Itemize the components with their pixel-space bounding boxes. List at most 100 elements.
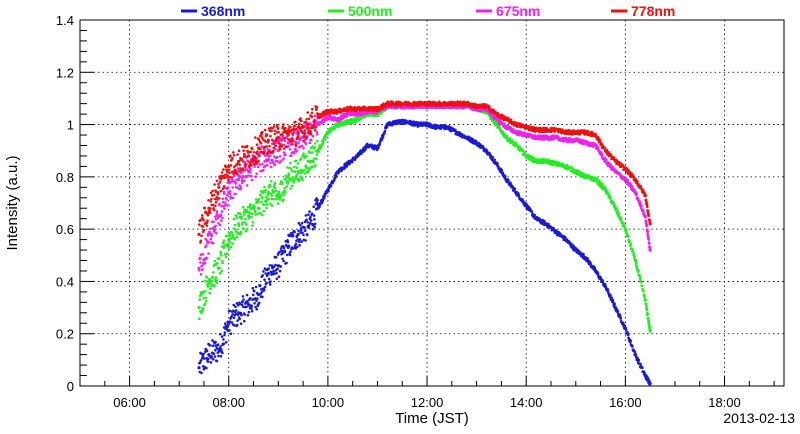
series-point	[282, 123, 285, 126]
series-point	[295, 173, 299, 177]
series-point	[258, 284, 262, 287]
series-point	[204, 237, 207, 241]
series-point	[266, 138, 270, 142]
series-point	[264, 188, 267, 192]
series-point	[641, 366, 644, 370]
series-point	[222, 342, 226, 346]
series-point	[232, 217, 236, 221]
series-point	[199, 273, 203, 276]
series-point	[249, 167, 252, 171]
series-point	[245, 293, 249, 297]
series-point	[225, 255, 228, 259]
series-point	[244, 165, 247, 169]
series-point	[303, 156, 307, 160]
series-point	[501, 130, 505, 134]
series-point	[226, 174, 229, 178]
series-point	[237, 177, 241, 182]
series-point	[201, 307, 205, 311]
series-point	[250, 175, 253, 178]
series-point	[217, 197, 221, 200]
series-point	[297, 125, 301, 128]
series-point	[263, 185, 266, 189]
series-point	[232, 151, 235, 154]
series-point	[626, 330, 629, 334]
series-point	[199, 261, 202, 264]
series-point	[216, 343, 220, 346]
series-point	[292, 151, 296, 155]
series-point	[306, 111, 310, 114]
series-point	[203, 258, 206, 261]
series-point	[302, 152, 305, 155]
series-point	[223, 322, 227, 325]
series-point	[254, 297, 257, 300]
series-point	[235, 235, 239, 239]
series-point	[313, 124, 316, 127]
series-point	[237, 159, 241, 163]
series-point	[294, 242, 298, 246]
series-point	[275, 271, 278, 275]
series-point	[293, 230, 296, 234]
series-point	[205, 257, 209, 260]
series-point	[223, 207, 226, 210]
series-point	[241, 167, 245, 170]
series-point	[255, 172, 258, 176]
series-point	[215, 359, 219, 363]
series-point	[202, 219, 205, 222]
series-point	[264, 272, 267, 275]
series-point	[206, 219, 209, 222]
series-point	[227, 168, 231, 171]
series-point	[239, 322, 243, 326]
series-point	[262, 209, 266, 213]
series-point	[230, 315, 233, 318]
series-point	[216, 191, 220, 194]
series-point	[624, 328, 628, 332]
series-point	[218, 202, 221, 206]
series-point	[533, 213, 536, 217]
series-point	[221, 197, 224, 201]
series-point	[625, 229, 628, 232]
series-point	[315, 130, 319, 134]
series-point	[300, 228, 303, 232]
series-point	[270, 197, 273, 200]
series-point	[295, 149, 299, 152]
series-point	[310, 151, 314, 154]
series-point	[304, 138, 307, 141]
series-point	[288, 253, 292, 257]
series-point	[252, 289, 256, 293]
series-point	[302, 168, 306, 172]
series-point	[283, 186, 287, 190]
series-point	[209, 361, 213, 364]
series-point	[507, 179, 510, 182]
series-point	[266, 203, 269, 207]
series-point	[285, 253, 289, 257]
series-point	[249, 203, 252, 206]
series-point	[254, 161, 258, 165]
series-point	[284, 177, 288, 180]
series-point	[269, 165, 273, 169]
series-point	[220, 269, 223, 273]
series-point	[229, 180, 233, 184]
series-point	[223, 201, 227, 204]
series-point	[491, 156, 495, 159]
series-point	[209, 344, 212, 347]
series-point	[205, 244, 208, 247]
series-point	[253, 165, 256, 168]
series-point	[298, 178, 301, 182]
series-point	[289, 187, 293, 190]
series-point	[210, 355, 213, 358]
series-point	[279, 265, 283, 268]
series-point	[291, 234, 295, 237]
series-point	[302, 139, 305, 143]
series-point	[642, 211, 646, 214]
series-point	[209, 287, 213, 290]
series-point	[203, 206, 206, 210]
series-point	[208, 230, 211, 234]
series-point	[309, 126, 313, 130]
series-point	[623, 324, 627, 328]
series-point	[232, 309, 235, 313]
series-point	[298, 127, 302, 130]
series-point	[593, 267, 597, 270]
series-point	[217, 257, 221, 260]
series-point	[637, 269, 640, 273]
series-point	[212, 193, 216, 197]
